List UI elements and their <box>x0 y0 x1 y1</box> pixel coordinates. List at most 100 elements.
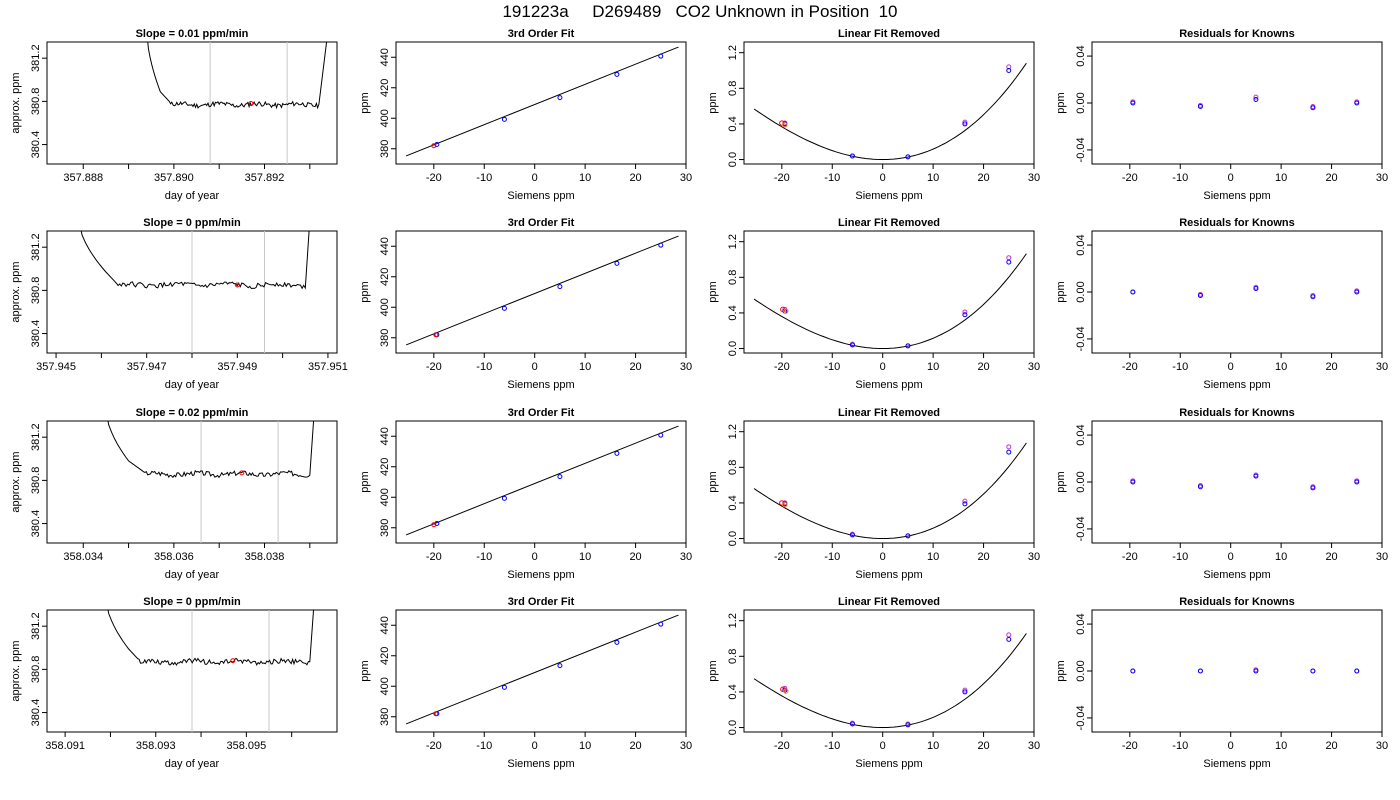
x-axis-label: Siemens ppm <box>1203 569 1270 581</box>
y-axis-label: ppm <box>707 471 719 492</box>
x-tick-label: 358.038 <box>245 551 285 563</box>
y-tick-label: 0.4 <box>727 305 739 320</box>
x-tick-label: -20 <box>1122 172 1138 184</box>
x-tick-label: -10 <box>476 172 492 184</box>
x-tick-label: -10 <box>476 740 492 752</box>
y-tick-label: 380.8 <box>30 88 42 116</box>
plot-area <box>753 62 1027 160</box>
known-point <box>1006 636 1012 642</box>
x-tick-label: 20 <box>1325 740 1337 752</box>
plot-area <box>1130 472 1360 491</box>
panel-trace-row2: Slope = 0 ppm/min 357.945 357.947 357.949 35… <box>10 217 348 391</box>
mean-point <box>248 101 254 107</box>
panel-fit-row1: 3rd Order Fit -20 -10 0 10 20 30 380 400 420 440 Si… <box>359 28 692 202</box>
panel-title: Linear Fit Removed <box>838 407 940 419</box>
known-point <box>905 722 911 728</box>
y-tick-label: 1.2 <box>727 613 739 628</box>
plot-frame <box>395 230 687 354</box>
y-axis-label: ppm <box>707 660 719 681</box>
x-axis-label: Siemens ppm <box>1203 758 1270 770</box>
x-axis-label: Siemens ppm <box>507 379 574 391</box>
y-tick-label: 440 <box>379 616 391 634</box>
panel-title: Residuals for Knowns <box>1179 407 1295 419</box>
x-axis-label: Siemens ppm <box>507 190 574 202</box>
panel-title: Residuals for Knowns <box>1179 28 1295 40</box>
known-point <box>614 71 620 77</box>
x-tick-label: 20 <box>977 551 989 563</box>
plot-frame <box>743 609 1035 733</box>
x-axis-label: Siemens ppm <box>855 758 922 770</box>
y-tick-label: 0.8 <box>727 81 739 96</box>
y-tick-label: 380 <box>379 140 391 158</box>
known-point <box>962 501 968 507</box>
y-tick-label: 0.04 <box>1075 424 1087 445</box>
panel-title: Slope = 0.02 ppm/min <box>136 407 249 419</box>
unknown-point <box>433 332 439 338</box>
y-tick-label: 0.0 <box>727 152 739 167</box>
panel-title: Residuals for Knowns <box>1179 217 1295 229</box>
trace-line <box>107 610 315 666</box>
mean-point <box>239 470 245 476</box>
y-tick-label: 0.4 <box>727 116 739 131</box>
x-tick-label: -20 <box>426 361 442 373</box>
panel-trace-row4: Slope = 0 ppm/min 358.091 358.093 358.095 38… <box>10 596 338 770</box>
x-tick-label: 358.093 <box>136 740 176 752</box>
known-point-alt <box>962 119 968 125</box>
panel-title: 3rd Order Fit <box>508 596 575 608</box>
fit-line <box>405 235 679 346</box>
residual-point <box>1130 668 1136 674</box>
y-tick-label: 380.8 <box>30 656 42 684</box>
y-tick-label: 381.2 <box>30 233 42 261</box>
y-tick-label: 0.8 <box>727 460 739 475</box>
x-tick-label: 358.034 <box>63 551 103 563</box>
known-point <box>1006 259 1012 265</box>
x-tick-label: -10 <box>824 740 840 752</box>
x-tick-label: -10 <box>476 551 492 563</box>
y-tick-label: 380.4 <box>30 510 42 538</box>
known-point <box>658 53 664 59</box>
y-tick-label: 380.8 <box>30 277 42 305</box>
unknown-point <box>433 711 439 717</box>
y-tick-label: 0.04 <box>1075 234 1087 255</box>
plot-frame <box>46 41 338 165</box>
residual-point <box>1310 668 1316 674</box>
x-axis-label: Siemens ppm <box>855 190 922 202</box>
fit-curve <box>753 442 1027 539</box>
x-tick-label: -20 <box>774 361 790 373</box>
y-tick-label: 400 <box>379 298 391 316</box>
fit-curve <box>753 633 1027 728</box>
known-point-alt <box>962 498 968 504</box>
x-axis-label: day of year <box>165 569 220 581</box>
x-tick-label: 20 <box>629 740 641 752</box>
y-axis-label: approx. ppm <box>10 640 22 701</box>
fit-line <box>405 425 679 536</box>
known-point <box>557 474 563 480</box>
known-point <box>501 684 507 690</box>
x-tick-label: -20 <box>426 551 442 563</box>
x-tick-label: 358.036 <box>154 551 194 563</box>
known-point <box>962 121 968 127</box>
known-point <box>962 689 968 695</box>
known-point <box>614 639 620 645</box>
y-axis-label: approx. ppm <box>10 451 22 512</box>
residual-point <box>1197 484 1203 490</box>
y-tick-label: -0.04 <box>1075 326 1087 351</box>
plot-area <box>405 235 679 346</box>
y-tick-label: 420 <box>379 647 391 665</box>
x-tick-label: -10 <box>824 172 840 184</box>
x-tick-label: 10 <box>927 551 939 563</box>
residual-point <box>1310 485 1316 491</box>
x-tick-label: 0 <box>880 551 886 563</box>
known-point-alt <box>1006 444 1012 450</box>
trace-line <box>107 421 315 479</box>
known-point <box>557 95 563 101</box>
x-tick-label: -10 <box>1172 172 1188 184</box>
y-tick-label: 1.2 <box>727 424 739 439</box>
mean-point <box>234 282 240 288</box>
y-tick-label: 0.4 <box>727 684 739 699</box>
x-tick-label: 20 <box>977 172 989 184</box>
y-tick-label: 400 <box>379 677 391 695</box>
fit-line <box>405 614 679 725</box>
unknown-point-alt <box>782 122 788 128</box>
